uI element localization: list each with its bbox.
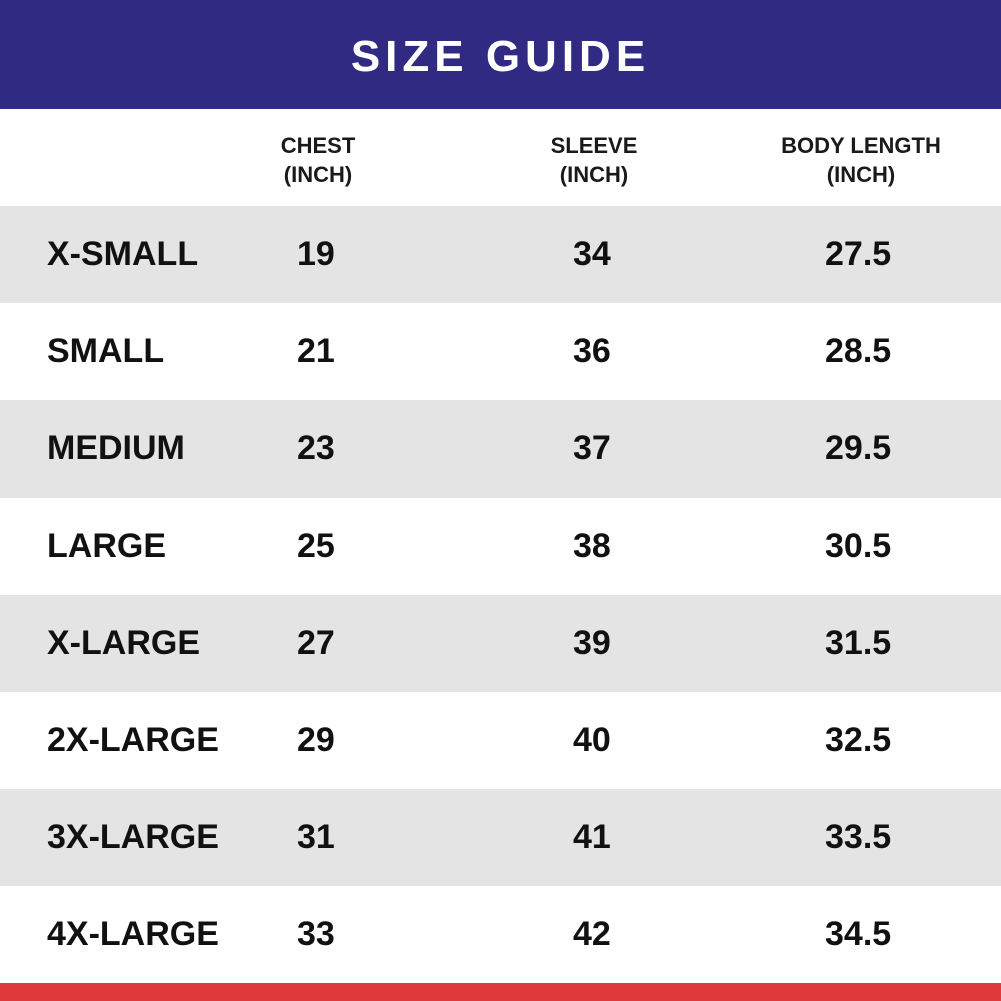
table-row: 4X-LARGE 33 42 34.5 bbox=[0, 886, 1001, 984]
sleeve-value: 38 bbox=[573, 526, 611, 565]
chest-value: 21 bbox=[297, 332, 335, 371]
title-banner: SIZE GUIDE bbox=[0, 0, 1001, 109]
column-header-label: BODY LENGTH bbox=[781, 133, 941, 158]
column-header-chest: CHEST (INCH) bbox=[281, 131, 356, 189]
table-row: SMALL 21 36 28.5 bbox=[0, 303, 1001, 401]
sleeve-value: 36 bbox=[573, 332, 611, 371]
column-header-unit: (INCH) bbox=[283, 162, 353, 187]
chest-value: 27 bbox=[297, 623, 335, 662]
table-row: LARGE 25 38 30.5 bbox=[0, 497, 1001, 595]
table-row: MEDIUM 23 37 29.5 bbox=[0, 400, 1001, 498]
size-label: 3X-LARGE bbox=[47, 818, 219, 857]
size-label: SMALL bbox=[47, 332, 165, 371]
bottom-accent-bar bbox=[0, 983, 1001, 1001]
sleeve-value: 37 bbox=[573, 429, 611, 468]
sleeve-value: 34 bbox=[573, 235, 611, 274]
column-header-label: SLEEVE bbox=[550, 133, 638, 158]
table-row: X-SMALL 19 34 27.5 bbox=[0, 206, 1001, 304]
size-label: MEDIUM bbox=[47, 429, 185, 468]
body-length-value: 31.5 bbox=[825, 623, 892, 662]
size-table: X-SMALL 19 34 27.5 SMALL 21 36 28.5 MEDI… bbox=[0, 206, 1001, 984]
chest-value: 29 bbox=[297, 721, 335, 760]
column-header-unit: (INCH) bbox=[559, 162, 629, 187]
page-title: SIZE GUIDE bbox=[350, 31, 651, 81]
body-length-value: 33.5 bbox=[825, 818, 892, 857]
sleeve-value: 39 bbox=[573, 623, 611, 662]
sleeve-value: 41 bbox=[573, 818, 611, 857]
column-header-label: CHEST bbox=[280, 133, 356, 158]
chest-value: 31 bbox=[297, 818, 335, 857]
chest-value: 33 bbox=[297, 915, 335, 954]
chest-value: 23 bbox=[297, 429, 335, 468]
chest-value: 25 bbox=[297, 526, 335, 565]
size-label: X-LARGE bbox=[47, 623, 200, 662]
sleeve-value: 40 bbox=[573, 721, 611, 760]
size-label: 4X-LARGE bbox=[47, 915, 219, 954]
body-length-value: 27.5 bbox=[825, 235, 892, 274]
column-header-body-length: BODY LENGTH (INCH) bbox=[781, 131, 941, 189]
table-row: 3X-LARGE 31 41 33.5 bbox=[0, 789, 1001, 887]
body-length-value: 29.5 bbox=[825, 429, 892, 468]
table-row: X-LARGE 27 39 31.5 bbox=[0, 594, 1001, 692]
body-length-value: 28.5 bbox=[825, 332, 892, 371]
body-length-value: 30.5 bbox=[825, 526, 892, 565]
size-label: X-SMALL bbox=[47, 235, 199, 274]
column-header-sleeve: SLEEVE (INCH) bbox=[551, 131, 638, 189]
table-row: 2X-LARGE 29 40 32.5 bbox=[0, 691, 1001, 790]
body-length-value: 32.5 bbox=[825, 721, 892, 760]
column-header-unit: (INCH) bbox=[826, 162, 896, 187]
sleeve-value: 42 bbox=[573, 915, 611, 954]
size-label: LARGE bbox=[47, 526, 166, 565]
body-length-value: 34.5 bbox=[825, 915, 892, 954]
size-label: 2X-LARGE bbox=[47, 721, 219, 760]
chest-value: 19 bbox=[297, 235, 335, 274]
column-header-row: CHEST (INCH) SLEEVE (INCH) BODY LENGTH (… bbox=[0, 109, 1001, 206]
